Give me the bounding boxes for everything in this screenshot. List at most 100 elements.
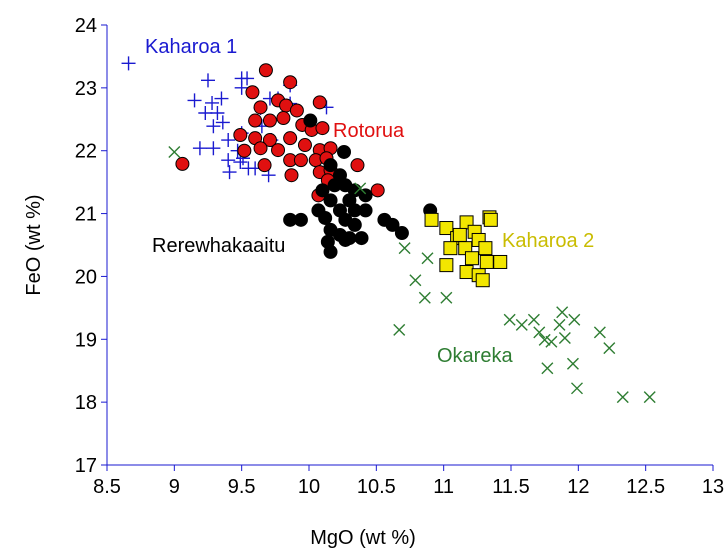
y-tick-label: 17 xyxy=(75,455,97,477)
point xyxy=(257,158,272,173)
point xyxy=(215,115,230,130)
point xyxy=(570,382,583,395)
x-tick-label: 9 xyxy=(169,476,180,498)
point xyxy=(283,75,298,90)
point xyxy=(312,95,327,110)
point xyxy=(354,231,369,246)
point xyxy=(556,306,569,319)
point xyxy=(253,141,268,156)
y-tick-label: 18 xyxy=(75,392,97,414)
point xyxy=(293,153,308,168)
point xyxy=(237,143,252,158)
point xyxy=(293,212,308,227)
point xyxy=(198,106,213,120)
point xyxy=(515,318,528,331)
series-label: Rerewhakaaitu xyxy=(152,235,285,257)
point xyxy=(479,254,494,269)
point xyxy=(248,113,263,128)
point xyxy=(338,232,353,247)
y-tick-label: 24 xyxy=(75,15,97,37)
point xyxy=(354,182,367,195)
point xyxy=(443,241,458,256)
point xyxy=(258,63,273,78)
point xyxy=(253,100,268,115)
point xyxy=(205,95,220,110)
x-tick-label: 13 xyxy=(702,476,724,498)
x-tick-label: 9.5 xyxy=(228,476,256,498)
point xyxy=(616,391,629,404)
y-tick-label: 21 xyxy=(75,204,97,226)
point xyxy=(234,80,249,95)
point xyxy=(541,362,554,375)
point xyxy=(566,357,579,370)
point xyxy=(533,326,546,339)
x-tick-label: 12.5 xyxy=(626,476,665,498)
point xyxy=(337,144,352,159)
point xyxy=(284,168,299,183)
point xyxy=(393,323,406,336)
point xyxy=(478,241,493,256)
point xyxy=(440,291,453,304)
y-axis-label: FeO (wt %) xyxy=(23,194,45,295)
point xyxy=(409,274,422,287)
point xyxy=(493,254,508,269)
point xyxy=(527,313,540,326)
point xyxy=(289,103,304,118)
point xyxy=(418,291,431,304)
series-label: Rotorua xyxy=(333,120,405,142)
y-tick-label: 20 xyxy=(75,266,97,288)
point xyxy=(358,203,373,218)
point xyxy=(283,131,298,146)
x-tick-label: 8.5 xyxy=(93,476,121,498)
point xyxy=(568,313,581,326)
point xyxy=(347,217,362,232)
point xyxy=(421,252,434,265)
point xyxy=(452,227,467,242)
point xyxy=(483,212,498,227)
point xyxy=(121,56,136,71)
point xyxy=(245,85,260,100)
x-tick-label: 11 xyxy=(433,476,454,498)
point xyxy=(459,265,474,280)
point xyxy=(187,93,202,108)
point xyxy=(221,153,236,168)
y-tick-label: 23 xyxy=(75,78,97,100)
point xyxy=(643,391,656,404)
series-label: Kaharoa 1 xyxy=(145,36,237,58)
point xyxy=(464,251,479,266)
point xyxy=(262,113,277,128)
point xyxy=(315,183,330,198)
point xyxy=(350,158,365,173)
point xyxy=(206,141,221,156)
point xyxy=(503,313,516,326)
point xyxy=(358,188,373,203)
point xyxy=(233,155,248,170)
point xyxy=(206,119,221,134)
point xyxy=(439,258,454,273)
point xyxy=(603,342,616,355)
point xyxy=(303,113,318,128)
point xyxy=(553,318,566,331)
point xyxy=(538,333,551,346)
point xyxy=(593,326,606,339)
series-label: Kaharoa 2 xyxy=(502,230,594,252)
y-tick-label: 19 xyxy=(75,329,97,351)
point xyxy=(233,128,248,142)
point xyxy=(168,145,181,158)
point xyxy=(323,244,338,259)
series-label: Okareka xyxy=(437,345,513,367)
point xyxy=(475,273,490,288)
point xyxy=(315,121,330,136)
point xyxy=(297,138,312,153)
y-tick-label: 22 xyxy=(75,141,97,163)
point xyxy=(394,226,409,241)
point xyxy=(262,133,277,148)
point xyxy=(240,71,255,86)
x-tick-label: 12 xyxy=(567,476,589,498)
point xyxy=(221,133,236,148)
x-tick-label: 10 xyxy=(298,476,320,498)
point xyxy=(276,111,291,126)
point xyxy=(201,73,215,88)
point xyxy=(424,212,439,227)
